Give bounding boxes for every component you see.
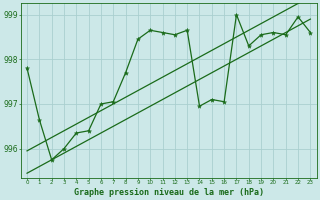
X-axis label: Graphe pression niveau de la mer (hPa): Graphe pression niveau de la mer (hPa) <box>74 188 264 197</box>
